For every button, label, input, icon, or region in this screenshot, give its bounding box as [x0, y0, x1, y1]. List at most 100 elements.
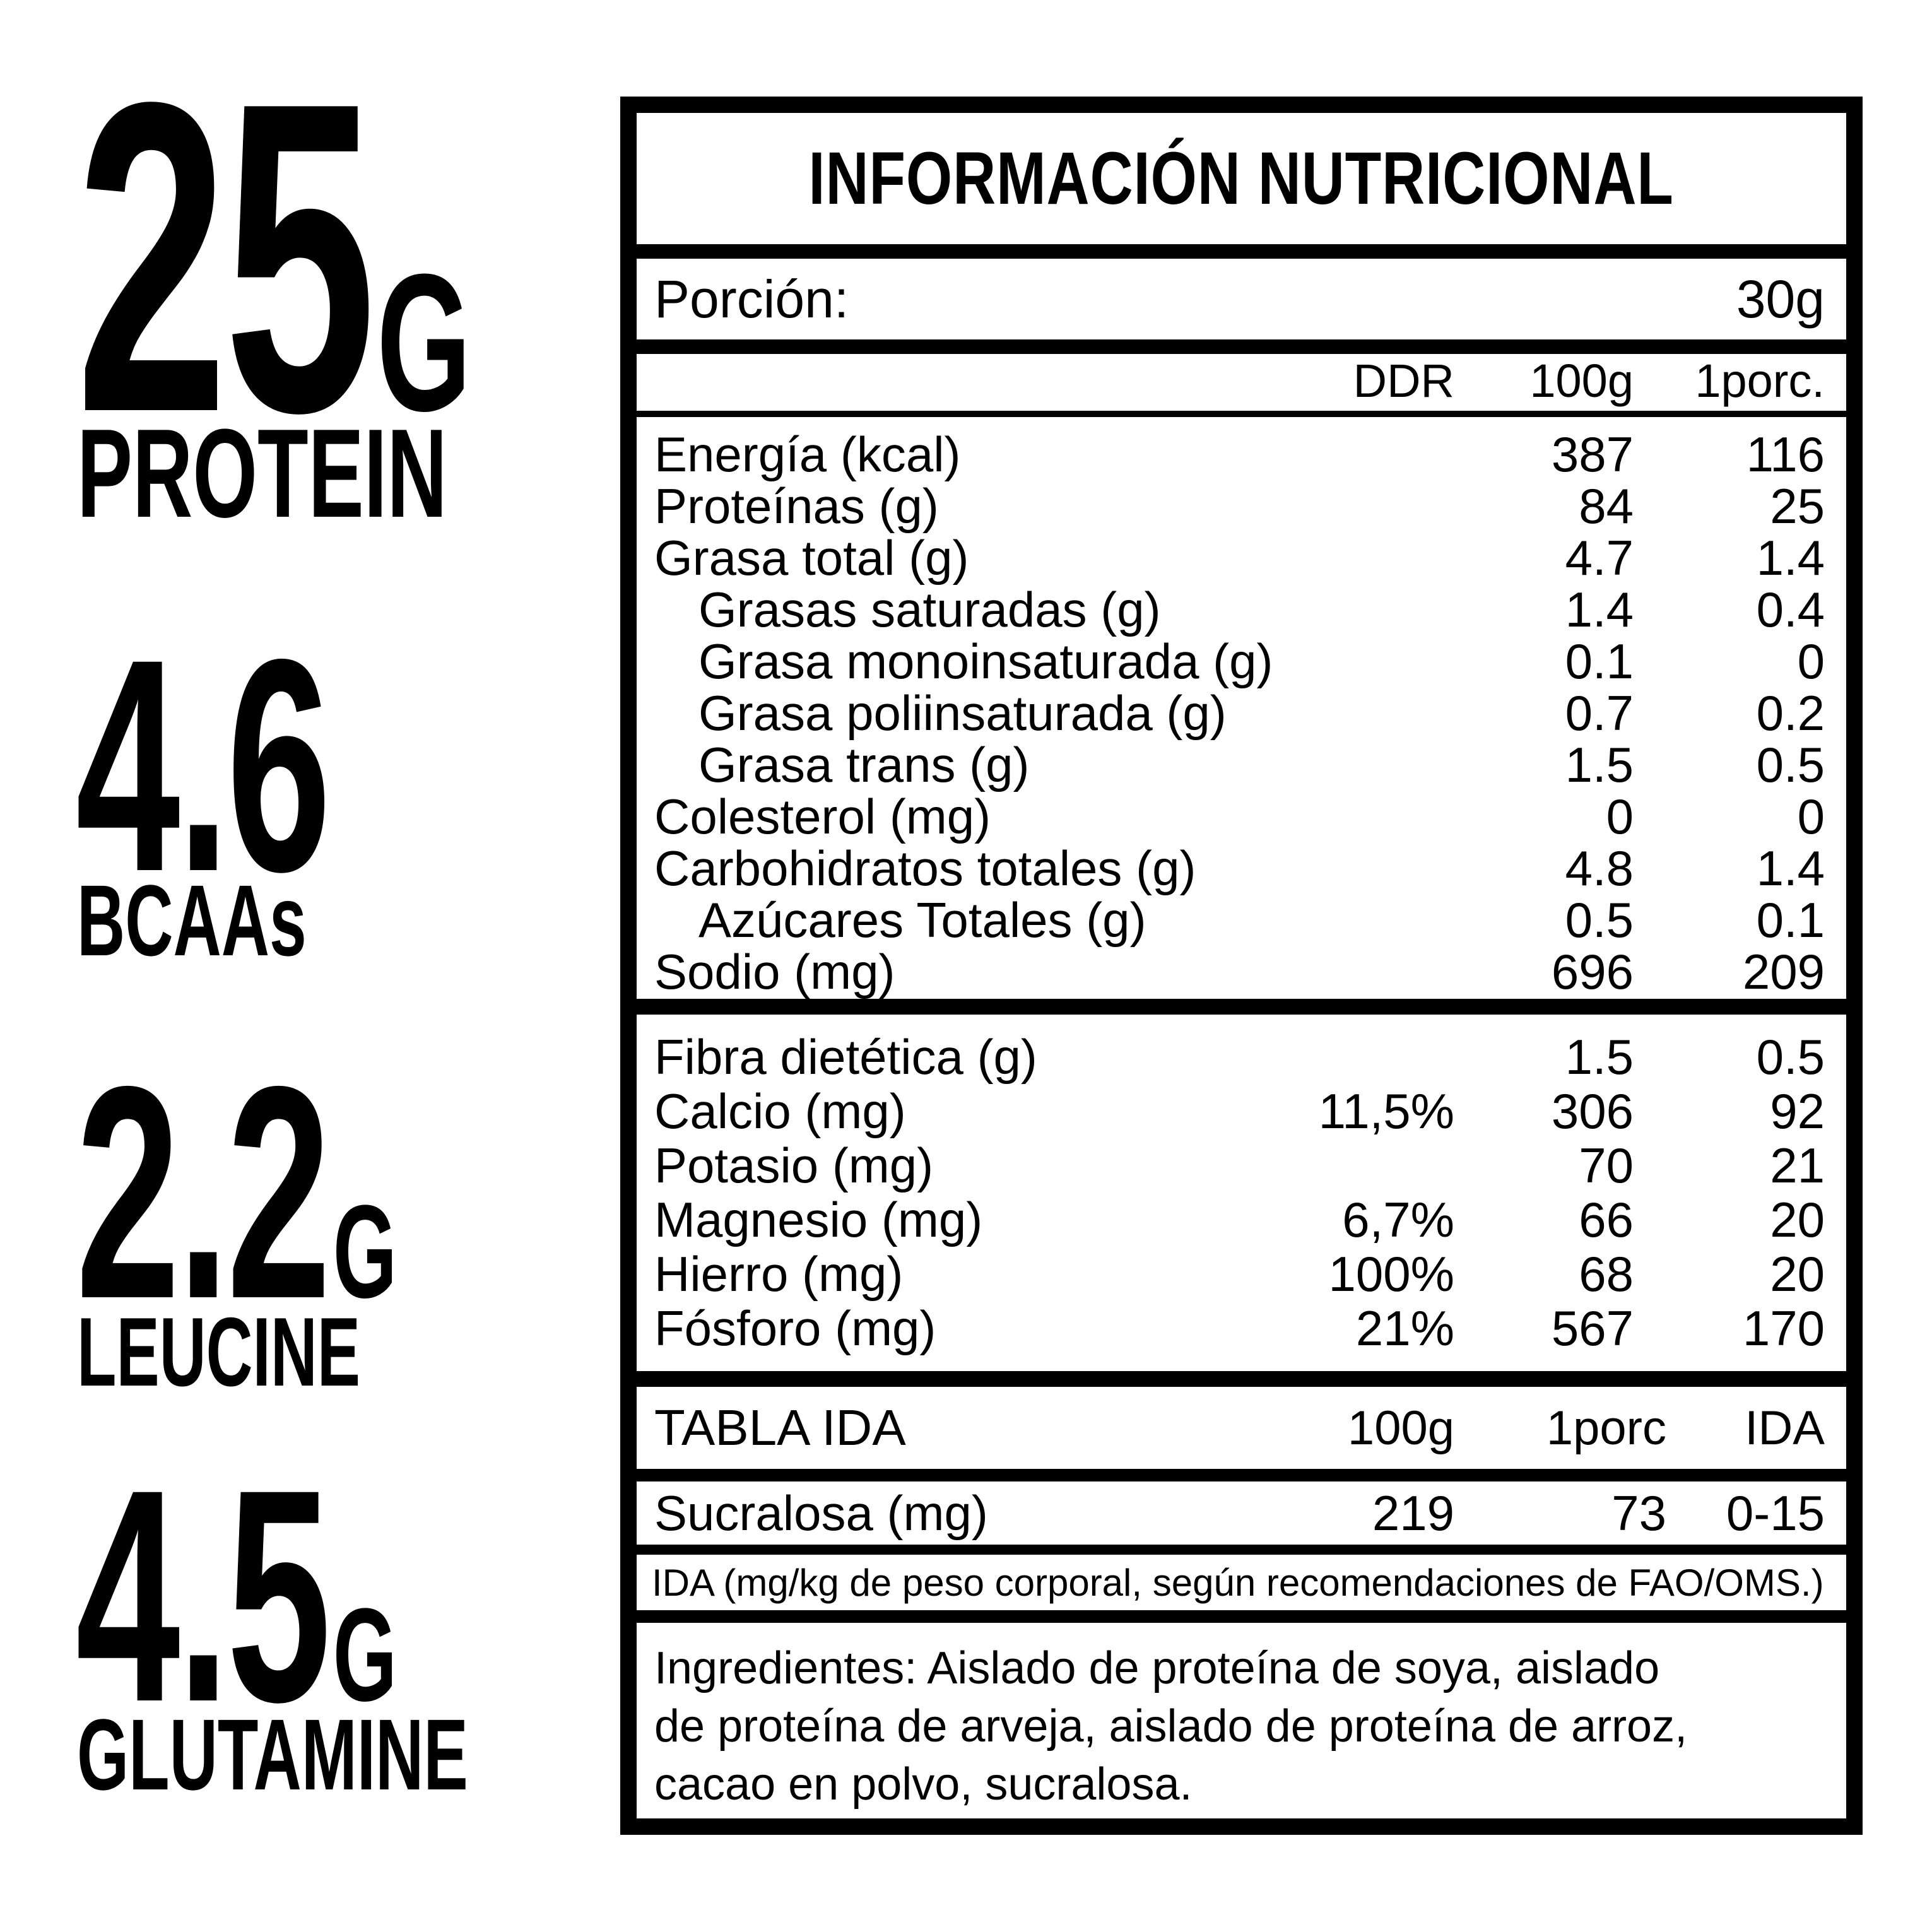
row-value-1porc: 21: [1770, 1138, 1825, 1193]
row-value-1porc: 20: [1770, 1192, 1825, 1247]
table-row: Hierro (mg) 100% 68 20: [637, 1247, 1825, 1301]
stat-bcaas-number: 4.6: [76, 614, 333, 917]
nutrition-table: INFORMACIÓN NUTRICIONAL Porción: 30g DDR…: [620, 97, 1863, 1835]
stat-bcaas-label: BCAAs: [77, 864, 307, 977]
row-label: Fósforo (mg): [654, 1300, 936, 1356]
row-label: Fibra dietética (g): [654, 1029, 1037, 1085]
row-value-100g: 68: [1579, 1246, 1634, 1302]
ida-column-100g: 100g: [1347, 1401, 1454, 1455]
row-value-100g: 66: [1579, 1192, 1634, 1247]
stat-value: 25: [76, 11, 376, 504]
row-label: Calcio (mg): [654, 1083, 906, 1139]
table-row: Fósforo (mg) 21% 567 170: [637, 1301, 1825, 1355]
row-label: Grasa trans (g): [698, 737, 1030, 792]
ingredients-line: Ingredientes: Aislado de proteína de soy…: [654, 1643, 1660, 1693]
row-label: Carbohidratos totales (g): [654, 840, 1196, 896]
portion-row: Porción: 30g: [637, 259, 1846, 339]
row-value-100g: 696: [1551, 944, 1634, 999]
row-value-100g: 0.7: [1565, 685, 1634, 741]
column-header-100g: 100g: [1529, 355, 1634, 407]
table-row: Grasas saturadas (g) 1.4 0.4: [637, 584, 1825, 635]
row-value-ddr: [1297, 946, 1454, 998]
stat-value: 4.5: [76, 1426, 331, 1765]
row-value-ddr: 6,7%: [1342, 1192, 1454, 1247]
row-label: Sodio (mg): [654, 944, 895, 999]
stat-leucine-label: LEUCINE: [77, 1297, 361, 1406]
separator-band: [637, 244, 1846, 259]
row-label: Proteínas (g): [654, 478, 939, 534]
table-row: Grasa trans (g) 1.5 0.5: [637, 739, 1825, 791]
row-label: Grasa poliinsaturada (g): [698, 685, 1227, 741]
row-value-1porc: 0.5: [1756, 1029, 1825, 1085]
separator-band: [637, 999, 1846, 1015]
table-row: Magnesio (mg) 6,7% 66 20: [637, 1193, 1825, 1247]
column-header-ddr: DDR: [1353, 355, 1454, 407]
mineral-rows: Fibra dietética (g) 1.5 0.5 Calcio (mg) 11,5…: [637, 1015, 1846, 1371]
row-value-ddr: [1297, 842, 1454, 894]
table-row: Fibra dietética (g) 1.5 0.5: [637, 1030, 1825, 1084]
row-value-1porc: 0: [1797, 633, 1825, 689]
row-value-ddr: [1297, 635, 1454, 687]
row-value-100g: 4.7: [1565, 530, 1634, 586]
table-row: Grasa monoinsaturada (g) 0.1 0: [637, 635, 1825, 687]
row-label: Grasa monoinsaturada (g): [698, 633, 1273, 689]
row-value-1porc: 0.2: [1756, 685, 1825, 741]
row-value-100g: 567: [1551, 1300, 1634, 1356]
row-value-ddr: [1297, 739, 1454, 791]
table-row: Grasa poliinsaturada (g) 0.7 0.2: [637, 687, 1825, 739]
stat-unit: G: [377, 233, 471, 452]
stat-unit: G: [333, 1177, 397, 1326]
stat-glutamine: 4.5G GLUTAMINE: [76, 1444, 589, 1805]
portion-label: Porción:: [654, 269, 849, 329]
row-value-100g: 306: [1551, 1083, 1634, 1139]
row-value-ddr: [1297, 791, 1454, 842]
table-title: INFORMACIÓN NUTRICIONAL: [808, 137, 1675, 220]
row-value-100g: 84: [1579, 478, 1634, 534]
row-value-100g: 0: [1606, 789, 1634, 844]
row-value-ddr: [1297, 480, 1454, 532]
row-value-100g: 1.4: [1565, 582, 1634, 637]
row-value-ddr: 100%: [1328, 1246, 1455, 1302]
row-value-1porc: 0.1: [1756, 892, 1825, 948]
thin-rule: [637, 411, 1846, 417]
table-row: Grasa total (g) 4.7 1.4: [637, 532, 1825, 584]
row-label: Colesterol (mg): [654, 789, 991, 844]
row-value-1porc: 209: [1742, 944, 1825, 999]
ida-footnote-row: IDA (mg/kg de peso corporal, según recom…: [637, 1555, 1846, 1610]
row-label: Energía (kcal): [654, 427, 961, 482]
stat-glutamine-number: 4.5G: [76, 1444, 397, 1747]
stat-unit: G: [333, 1581, 397, 1729]
ida-column-1porc: 1porc: [1546, 1401, 1666, 1455]
ingredients-line: de proteína de arveja, aislado de proteí…: [654, 1701, 1688, 1752]
row-label: Hierro (mg): [654, 1246, 904, 1302]
column-header-1porc: 1porc.: [1695, 355, 1825, 407]
row-value-ddr: [1297, 428, 1454, 480]
stat-protein-number: 25G: [76, 37, 471, 478]
row-value-1porc: 1.4: [1756, 840, 1825, 896]
sucralosa-row: Sucralosa (mg) 219 73 0-15: [637, 1481, 1846, 1545]
row-value-1porc: 92: [1770, 1083, 1825, 1139]
row-value-ddr: [1297, 1030, 1454, 1084]
table-title-row: INFORMACIÓN NUTRICIONAL: [637, 113, 1846, 244]
table-row: Colesterol (mg) 0 0: [637, 791, 1825, 842]
row-value-ddr: [1297, 532, 1454, 584]
stat-value: 4.6: [76, 596, 331, 934]
stat-protein: 25G PROTEIN: [76, 37, 707, 537]
row-value-1porc: 116: [1746, 427, 1825, 482]
row-value-1porc: 73: [1611, 1485, 1666, 1541]
row-value-100g: 4.8: [1565, 840, 1634, 896]
stat-value: 2.2: [76, 1023, 331, 1362]
ida-column-ida: IDA: [1745, 1401, 1825, 1455]
stat-glutamine-label: GLUTAMINE: [77, 1698, 468, 1811]
separator-band: [637, 339, 1846, 354]
row-value-ddr: [1297, 584, 1454, 635]
separator-band: [637, 1545, 1846, 1555]
macronutrient-rows: Energía (kcal) 387 116 Proteínas (g) 84 25 Gra…: [637, 417, 1846, 999]
table-row: Proteínas (g) 84 25: [637, 480, 1825, 532]
table-row: Potasio (mg) 70 21: [637, 1138, 1825, 1193]
row-value-1porc: 20: [1770, 1246, 1825, 1302]
row-value-1porc: 0.4: [1756, 582, 1825, 637]
table-row: Sodio (mg) 696 209: [637, 946, 1825, 998]
row-value-1porc: 0: [1797, 789, 1825, 844]
table-row: Energía (kcal) 387 116: [637, 428, 1825, 480]
